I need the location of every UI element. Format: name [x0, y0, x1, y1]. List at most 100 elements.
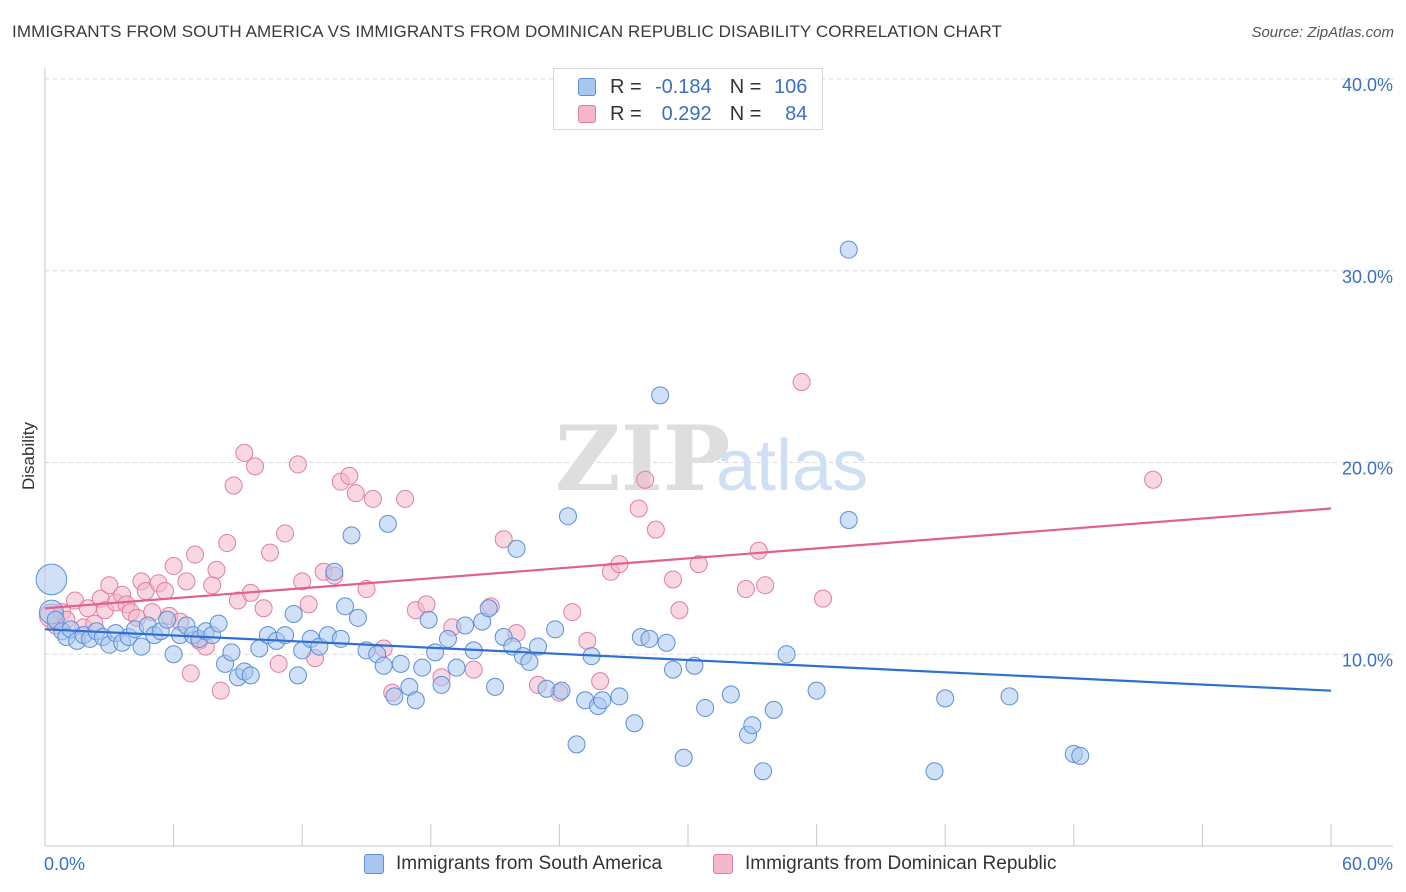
r-label: R =	[610, 102, 642, 125]
r-value: -0.184	[654, 75, 712, 98]
legend-item-dominican[interactable]: Immigrants from Dominican Republic	[713, 853, 1057, 875]
y-tick-label: 20.0%	[1342, 459, 1393, 479]
south-america-point	[486, 677, 505, 696]
dominican-point	[670, 601, 689, 620]
series-south-america-points	[35, 240, 1090, 781]
south-america-point	[743, 716, 762, 735]
y-tick-label: 30.0%	[1342, 267, 1393, 287]
dominican-point	[417, 595, 436, 614]
watermark-zip: ZIP	[555, 406, 730, 512]
south-america-point	[336, 597, 355, 616]
south-america-point	[640, 629, 659, 648]
blue-swatch-icon	[578, 78, 596, 96]
watermark-atlas: atlas	[716, 426, 868, 506]
dominican-point	[235, 443, 254, 462]
dominican-point	[246, 457, 265, 476]
dominican-point	[591, 672, 610, 691]
y-axis-label: Disability	[19, 421, 38, 490]
dominican-point	[464, 660, 483, 679]
south-america-point	[558, 507, 577, 526]
pink-swatch-icon	[713, 854, 733, 874]
blue-swatch-icon	[364, 854, 384, 874]
dominican-point	[629, 499, 648, 518]
south-america-point	[438, 629, 457, 648]
dominican-point	[363, 489, 382, 508]
south-america-point	[663, 660, 682, 679]
south-america-point	[546, 620, 565, 639]
south-america-point	[331, 629, 350, 648]
dominican-point	[156, 581, 175, 600]
south-america-point	[1071, 746, 1090, 765]
n-label: N =	[729, 102, 762, 125]
south-america-point	[925, 762, 944, 781]
dominican-point	[749, 541, 768, 560]
dominican-point	[276, 524, 295, 543]
south-america-point	[839, 511, 858, 530]
n-value: 84	[785, 102, 808, 125]
dominican-point	[100, 576, 119, 595]
dominican-point	[218, 534, 237, 553]
legend-label-dominican: Immigrants from Dominican Republic	[745, 853, 1057, 874]
south-america-point	[432, 675, 451, 694]
x-tick-label-min: 0.0%	[44, 854, 85, 874]
south-america-point	[288, 666, 307, 685]
dominican-point	[563, 603, 582, 622]
south-america-point	[132, 637, 151, 656]
dominican-point	[261, 543, 280, 562]
south-america-point	[378, 514, 397, 533]
dominican-point	[181, 664, 200, 683]
dominican-point	[756, 576, 775, 595]
south-america-point	[241, 666, 260, 685]
dominican-point	[288, 455, 307, 474]
n-value: 106	[774, 75, 808, 98]
south-america-point	[419, 610, 438, 629]
source-credit: Source: ZipAtlas.com	[1251, 24, 1394, 41]
south-america-point	[284, 604, 303, 623]
south-america-point	[348, 608, 367, 627]
correlation-legend: R = -0.184 N = 106 R = 0.292 N = 84	[553, 68, 823, 130]
south-america-point	[721, 685, 740, 704]
south-america-point	[209, 614, 228, 633]
south-america-point	[222, 643, 241, 662]
grid-lines	[45, 78, 1393, 655]
dominican-point	[340, 466, 359, 485]
south-america-point	[413, 658, 432, 677]
south-america-trendline	[44, 628, 1332, 692]
south-america-point	[625, 714, 644, 733]
south-america-point	[426, 643, 445, 662]
legend-row-dominican: R = 0.292 N = 84	[578, 102, 807, 126]
dominican-point	[224, 476, 243, 495]
dominican-point	[203, 576, 222, 595]
south-america-point	[342, 526, 361, 545]
south-america-point	[537, 679, 556, 698]
series-legend: Immigrants from South America Immigrants…	[0, 851, 1406, 879]
pink-swatch-icon	[578, 105, 596, 123]
y-tick-labels: 10.0% 20.0% 30.0% 40.0%	[1342, 75, 1393, 670]
south-america-point	[696, 698, 715, 717]
south-america-point	[528, 637, 547, 656]
dominican-point	[186, 545, 205, 564]
south-america-point	[657, 633, 676, 652]
dominican-point	[494, 530, 513, 549]
south-america-point	[674, 748, 693, 767]
south-america-point	[456, 616, 475, 635]
south-america-point	[593, 691, 612, 710]
dominican-point	[578, 631, 597, 650]
dominican-trendline	[44, 507, 1332, 610]
legend-item-south-america[interactable]: Immigrants from South America	[364, 853, 662, 875]
south-america-point	[520, 652, 539, 671]
y-tick-label: 10.0%	[1342, 650, 1393, 670]
r-value: 0.292	[661, 102, 712, 125]
n-label: N =	[729, 75, 762, 98]
dominican-point	[293, 572, 312, 591]
dominican-point	[357, 580, 376, 599]
dominican-point	[636, 470, 655, 489]
south-america-point	[276, 626, 295, 645]
dominican-point	[254, 599, 273, 618]
legend-row-south-america: R = -0.184 N = 106	[578, 75, 807, 99]
south-america-point	[610, 687, 629, 706]
south-america-point	[391, 654, 410, 673]
south-america-point	[1000, 687, 1019, 706]
south-america-point	[839, 240, 858, 259]
trend-lines	[44, 507, 1332, 692]
